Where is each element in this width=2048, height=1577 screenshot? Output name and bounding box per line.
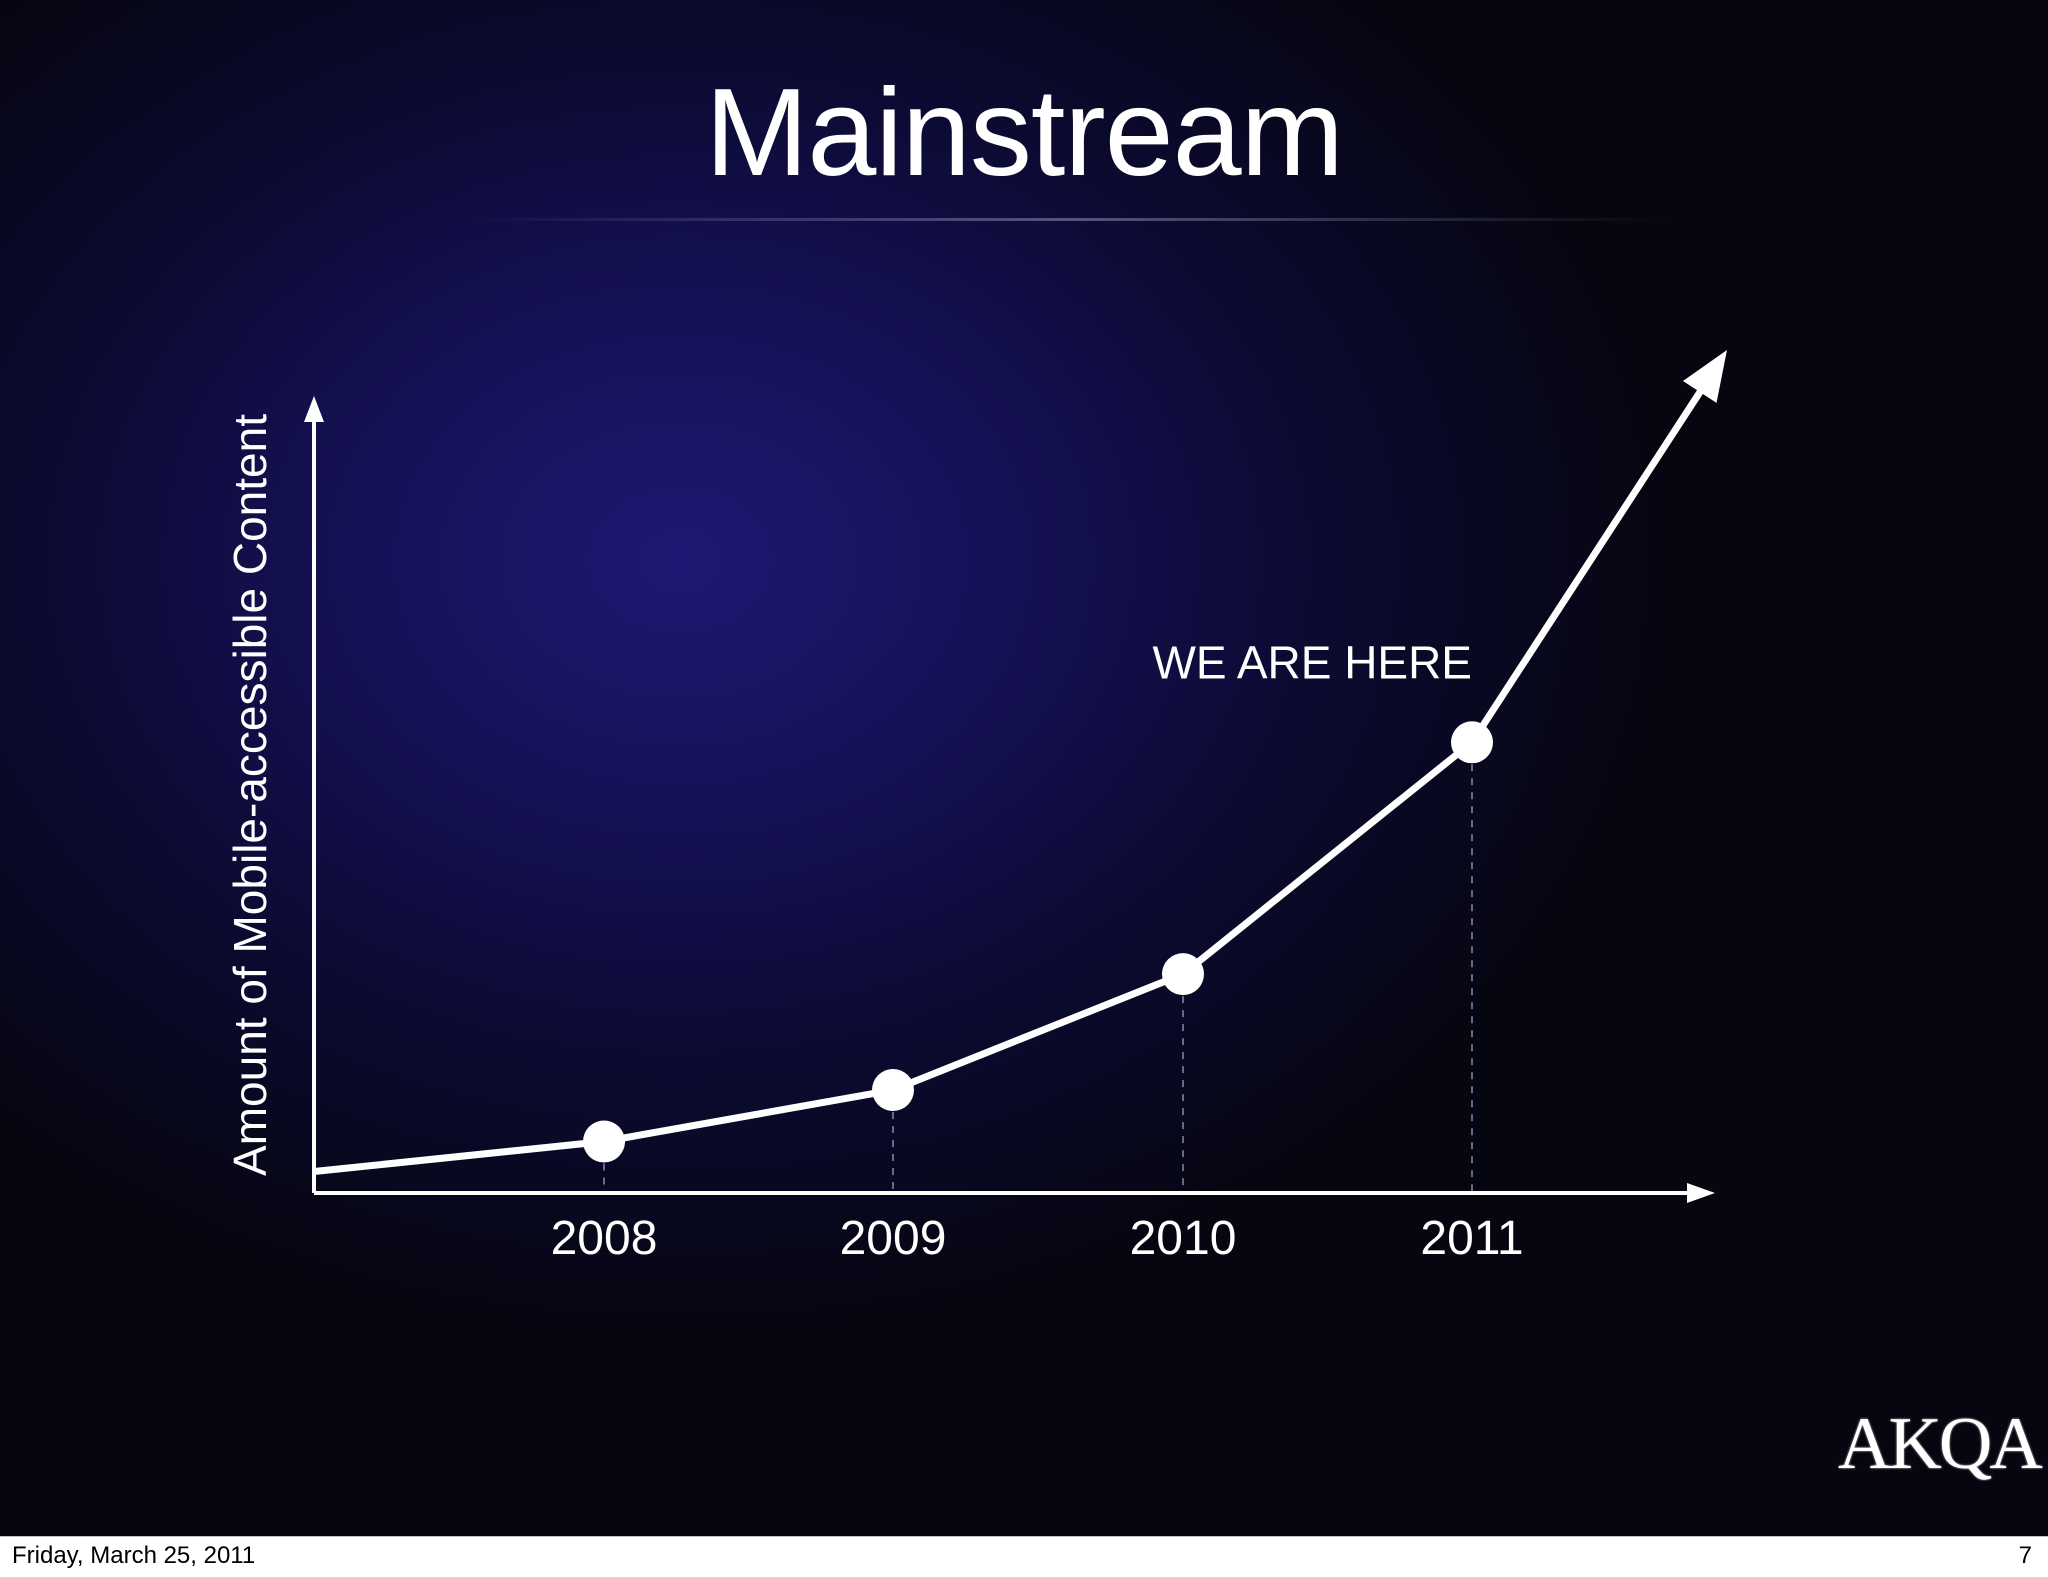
x-tick-label: 2009 — [840, 1212, 947, 1265]
data-point — [872, 1068, 914, 1111]
annotation-we-are-here: WE ARE HERE — [1152, 636, 1472, 688]
y-axis-label: Amount of Mobile-accessible Content — [224, 414, 276, 1176]
trend-arrowhead — [1682, 350, 1727, 403]
data-point — [583, 1120, 625, 1163]
y-axis-arrow — [304, 396, 324, 422]
x-tick-label: 2010 — [1130, 1212, 1237, 1265]
x-tick-label: 2011 — [1420, 1212, 1523, 1265]
footer-date: Friday, March 25, 2011 — [12, 1542, 256, 1569]
footer-page-number: 7 — [2018, 1542, 2032, 1569]
data-point — [1162, 953, 1204, 996]
x-axis-arrow — [1687, 1183, 1715, 1203]
title-divider — [470, 218, 1670, 221]
series-line — [313, 370, 1716, 1175]
x-tick-label: 2008 — [551, 1212, 658, 1265]
data-point — [1451, 721, 1493, 764]
growth-chart: Amount of Mobile-accessible Content 2008 2… — [224, 350, 1727, 1265]
slide-title: Mainstream — [705, 64, 1344, 202]
slide: Mainstream Amount of Mobile-accessible C… — [0, 0, 2048, 1536]
akqa-logo: AKQA — [1838, 1403, 2043, 1485]
print-footer: Friday, March 25, 2011 7 — [0, 1536, 2048, 1577]
